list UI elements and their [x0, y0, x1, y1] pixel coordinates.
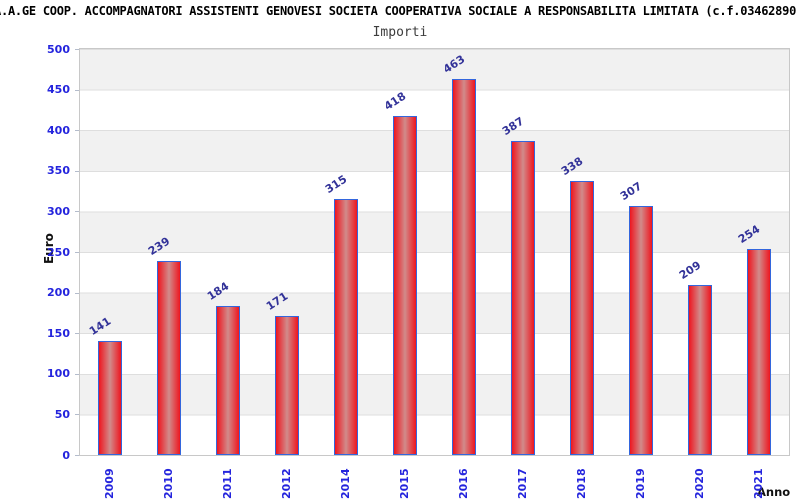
- bar-value-label: 184: [204, 279, 231, 303]
- y-tick-label: 150: [47, 326, 70, 340]
- y-tick-label: 300: [47, 204, 70, 218]
- bar: [156, 260, 181, 455]
- bar: [97, 340, 122, 455]
- x-tick-label: 2019: [634, 468, 648, 499]
- y-tick-label: 400: [47, 123, 70, 137]
- bar: [511, 140, 536, 455]
- y-tick-mark: [75, 252, 79, 253]
- bar: [333, 199, 358, 455]
- bar-value-label: 209: [677, 258, 704, 283]
- plot-area: 141 239 184 171 315 418 463 387 338 307 209 254: [79, 48, 790, 456]
- bar-value-label: 463: [440, 52, 468, 77]
- y-tick-mark: [75, 414, 79, 416]
- bar-value-label: 315: [322, 172, 350, 197]
- x-tick-label: 2012: [279, 468, 293, 499]
- bar: [452, 79, 477, 455]
- y-tick-label: 50: [54, 407, 70, 421]
- y-tick-label: 100: [47, 367, 70, 381]
- bar: [392, 115, 417, 455]
- chart-subtitle: Importi: [372, 25, 428, 40]
- y-tick-mark: [75, 49, 79, 50]
- bar-value-label: 418: [381, 89, 409, 113]
- bar: [688, 285, 713, 455]
- bar: [215, 305, 240, 455]
- bar-value-label: 307: [618, 179, 645, 203]
- x-tick-label: 2009: [102, 468, 116, 499]
- y-tick-label: 450: [47, 83, 70, 97]
- y-tick-mark: [75, 89, 79, 91]
- y-tick-mark: [75, 373, 79, 375]
- x-tick-label: 2018: [575, 468, 589, 499]
- x-tick-label: 2017: [516, 468, 530, 499]
- x-tick-label: 2015: [397, 468, 411, 499]
- bar-value-label: 387: [500, 114, 527, 138]
- x-tick-label: 2011: [220, 468, 234, 499]
- y-tick-mark: [75, 292, 79, 294]
- y-tick-label: 250: [47, 245, 70, 259]
- bar-value-label: 254: [736, 222, 763, 246]
- x-tick-label: 2016: [457, 468, 471, 499]
- y-tick-label: 500: [47, 42, 70, 56]
- y-tick-mark: [75, 130, 79, 132]
- bar: [570, 180, 595, 455]
- x-tick-label: 2021: [752, 468, 766, 499]
- y-tick-mark: [75, 333, 79, 335]
- bar-value-label: 171: [263, 289, 291, 314]
- x-tick-label: 2020: [693, 468, 707, 499]
- y-tick-mark: [75, 211, 79, 213]
- x-axis-title: Anno: [757, 485, 791, 499]
- bar-value-label: 338: [559, 154, 586, 178]
- y-tick-label: 0: [62, 448, 70, 462]
- y-tick-mark: [75, 170, 79, 172]
- bar-value-label: 239: [145, 234, 172, 258]
- bar: [629, 205, 654, 455]
- y-tick-label: 350: [47, 164, 70, 178]
- x-tick-label: 2014: [338, 468, 352, 499]
- bar-value-label: 141: [86, 314, 113, 338]
- chart-title: A.A.GE COOP. ACCOMPAGNATORI ASSISTENTI G…: [0, 4, 797, 18]
- bar: [274, 316, 299, 455]
- y-tick-label: 200: [47, 286, 70, 300]
- x-tick-label: 2010: [161, 468, 175, 499]
- bar: [747, 248, 772, 455]
- y-tick-mark: [75, 455, 79, 456]
